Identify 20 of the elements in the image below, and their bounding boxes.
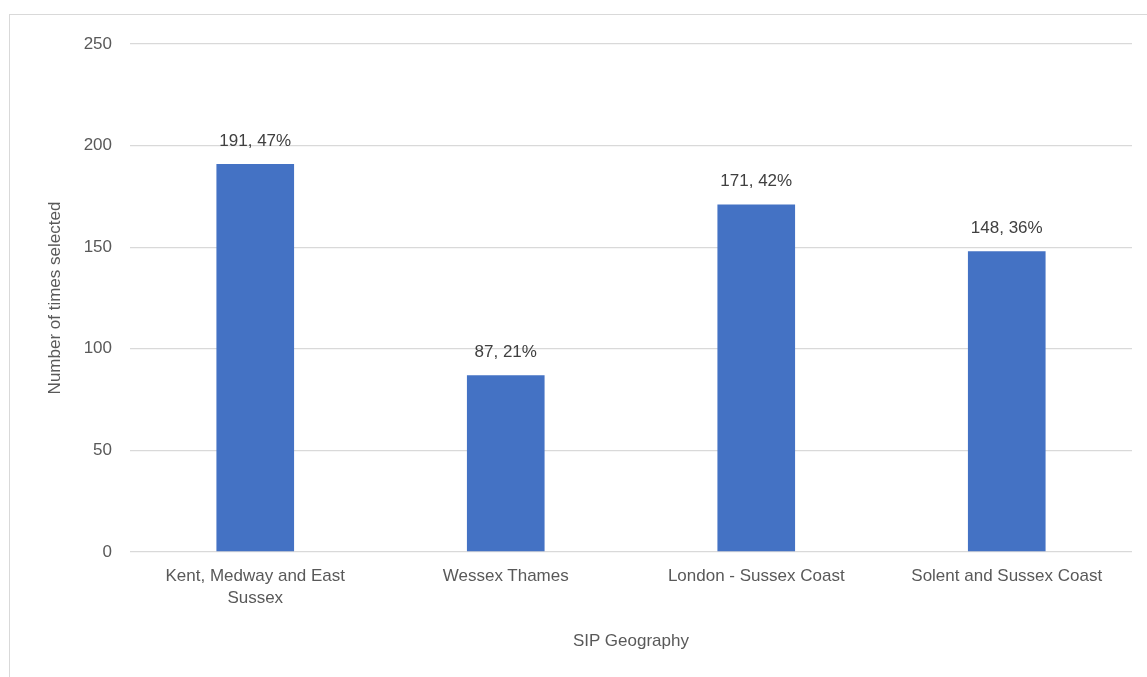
data-label: 191, 47% (219, 130, 292, 150)
bar (216, 163, 295, 552)
x-tick-label: Solent and Sussex Coast (911, 566, 1103, 586)
y-tick-label: 0 (102, 541, 112, 561)
y-tick-label: 150 (83, 236, 112, 256)
y-tick-label: 50 (93, 440, 112, 460)
x-tick-label: London - Sussex Coast (667, 566, 845, 586)
data-label: 87, 21% (474, 341, 537, 361)
x-tick-label: Wessex Thames (442, 566, 569, 586)
y-tick-label: 200 (83, 135, 112, 155)
y-axis-title: Number of times selected (44, 201, 64, 395)
bar (466, 375, 545, 552)
bar (717, 204, 796, 552)
y-tick-label: 100 (83, 338, 112, 358)
x-axis-title: SIP Geography (573, 631, 690, 651)
x-tick-label: Kent, Medway and East Sussex (165, 566, 346, 607)
data-label: 171, 42% (720, 171, 793, 191)
bar (967, 251, 1046, 552)
data-label: 148, 36% (970, 217, 1043, 237)
y-tick-label: 250 (83, 33, 112, 53)
